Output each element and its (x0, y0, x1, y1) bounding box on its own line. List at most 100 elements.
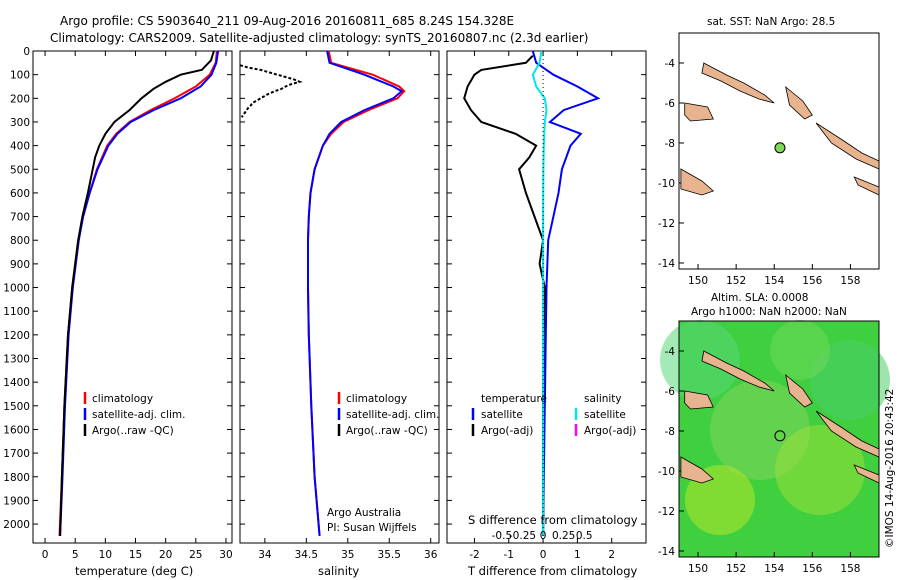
temperature-plot: 0100200300400500600700800900100011001200… (3, 46, 232, 561)
land-shape-4 (680, 456, 715, 484)
x-tick-label: -1 (504, 549, 514, 561)
temperature-xlabel: temperature (deg C) (75, 564, 193, 578)
map-x-tick-label: 154 (764, 275, 784, 287)
x-tick-label: 35.5 (378, 549, 401, 561)
map-x-tick-label: 152 (726, 275, 746, 287)
legend-heading-salinity: salinity (584, 393, 622, 405)
y-tick-label: 300 (10, 117, 30, 129)
land-shape-4 (680, 168, 715, 196)
map-y-tick-label: -14 (658, 258, 675, 270)
salinity-panel-frame (239, 50, 440, 544)
map-y-tick-label: -8 (665, 426, 675, 438)
sla-map: 150 152 154 156 158 -4 -6 -8 -10 -12 -14 (658, 320, 890, 575)
land-shape-2 (785, 85, 813, 120)
land-shape-3 (815, 122, 880, 170)
land-shape-5 (853, 464, 880, 484)
legend-label-s-satellite: satellite (584, 409, 626, 421)
legend-label-climatology: climatology (92, 393, 153, 405)
difference-panel-frame (446, 50, 647, 544)
series-line-climatology (307, 50, 406, 536)
map-y-tick-label: -12 (658, 218, 675, 230)
legend-heading-temperature: temperature (481, 393, 547, 405)
y-tick-label: 1700 (3, 448, 30, 460)
temperature-panel-frame (32, 50, 233, 544)
legend-label-argo: Argo(..raw -QC) (346, 425, 428, 437)
y-tick-label: 2000 (3, 519, 30, 531)
x-top-tick-label: 0.25 (552, 530, 575, 542)
temperature-legend: climatology satellite-adj. clim. Argo(..… (83, 392, 185, 437)
y-tick-label: 1100 (3, 306, 30, 318)
x-tick-label: 34 (258, 549, 272, 561)
sla-map-title-line2: Argo h1000: NaN h2000: NaN (691, 306, 847, 318)
map-x-tick-label: 150 (688, 275, 708, 287)
sla-anomaly-patch-2 (775, 425, 865, 515)
x-tick-label: 25 (189, 549, 202, 561)
header-line2: Climatology: CARS2009. Satellite-adjuste… (50, 31, 588, 45)
x-top-tick-label: 0.5 (576, 530, 593, 542)
x-tick-label: 30 (219, 549, 232, 561)
map-y-tick-label: -6 (665, 386, 676, 398)
sla-anomaly-patch-5 (770, 320, 830, 380)
y-tick-label: 1200 (3, 330, 30, 342)
legend-label-t-argo: Argo(-adj) (481, 425, 533, 437)
sst-map-title: sat. SST: NaN Argo: 28.5 (707, 16, 835, 28)
map-y-tick-label: -12 (658, 506, 675, 518)
x-tick-label: -2 (469, 549, 479, 561)
legend-label-s-argo: Argo(-adj) (584, 425, 636, 437)
x-top-tick-label: -0.5 (492, 530, 513, 542)
y-tick-label: 1900 (3, 495, 30, 507)
argo-float-marker (774, 142, 786, 154)
credit-pi: PI: Susan Wijffels (327, 522, 417, 534)
y-tick-label: 500 (10, 164, 30, 176)
x-tick-label: 10 (99, 549, 112, 561)
map-x-tick-label: 152 (726, 563, 746, 575)
sla-map-title-line1: Altim. SLA: 0.0008 (711, 292, 808, 304)
salinity-legend: climatology satellite-adj. clim. Argo(..… (337, 392, 439, 437)
map-y-tick-label: -6 (665, 98, 676, 110)
sst-map: 150 152 154 156 158 -4 -6 -8 -10 -12 -14 (658, 32, 880, 287)
y-tick-label: 900 (10, 259, 30, 271)
land-shape-1 (684, 102, 714, 122)
difference-legend: temperature salinity satellite Argo(-adj… (471, 393, 636, 437)
map-y-tick-label: -4 (665, 346, 676, 358)
y-tick-label: 800 (10, 235, 30, 247)
series-line-t-satellite (531, 50, 601, 536)
land-shape-5 (853, 176, 880, 196)
land-shape-0 (701, 350, 775, 392)
header-line1: Argo profile: CS 5903640_211 09-Aug-2016… (60, 14, 514, 28)
sla-anomaly-patch-0 (660, 320, 740, 400)
y-tick-label: 1600 (3, 424, 30, 436)
map-y-tick-label: -8 (665, 138, 675, 150)
series-line-argo-raw-qc- (59, 50, 215, 536)
series-line-t-argo-adj- (463, 55, 546, 536)
x-tick-label: 15 (129, 549, 142, 561)
series-line-satellite-adj-clim- (59, 50, 220, 536)
legend-label-satellite: satellite-adj. clim. (346, 409, 439, 421)
y-tick-label: 700 (10, 212, 30, 224)
map-x-tick-label: 156 (802, 563, 822, 575)
map-x-tick-label: 154 (764, 563, 784, 575)
legend-label-satellite: satellite-adj. clim. (92, 409, 185, 421)
y-tick-label: 600 (10, 188, 30, 200)
land-shape-0 (701, 62, 775, 104)
map-y-tick-label: -10 (658, 178, 675, 190)
series-line-argo-raw-qc- (239, 64, 303, 118)
map-x-tick-label: 158 (840, 563, 860, 575)
y-tick-label: 100 (10, 70, 30, 82)
x-tick-label: 36 (424, 549, 438, 561)
land-shape-1 (684, 390, 714, 410)
map-y-tick-label: -14 (658, 546, 675, 558)
x-tick-label: 1 (574, 549, 581, 561)
legend-label-argo: Argo(..raw -QC) (92, 425, 174, 437)
y-tick-label: 1800 (3, 472, 30, 484)
credit-org: Argo Australia (327, 507, 401, 519)
series-line-climatology (58, 50, 218, 536)
map-x-tick-label: 150 (688, 563, 708, 575)
map-x-tick-label: 156 (802, 275, 822, 287)
sla-anomaly-patch-4 (810, 340, 890, 420)
x-tick-label: 0 (42, 549, 49, 561)
difference-xlabel: T difference from climatology (467, 564, 638, 578)
x-tick-label: 20 (159, 549, 172, 561)
